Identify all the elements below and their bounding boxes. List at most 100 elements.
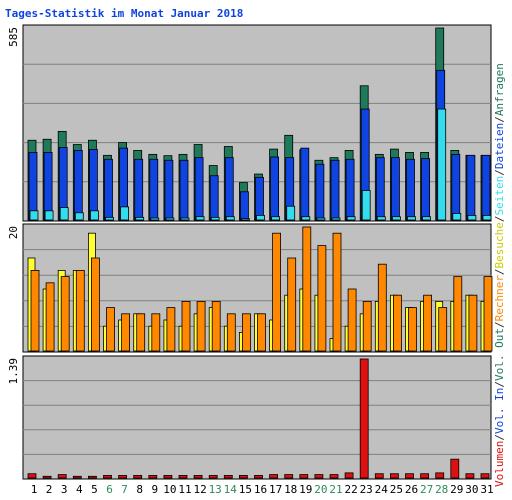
bar-seiten-18 — [286, 205, 296, 221]
bar-volumen-15 — [238, 475, 248, 479]
x-tick-label: 17 — [269, 483, 282, 496]
legend-entry: Besuche — [493, 222, 506, 268]
x-tick-label: 20 — [314, 483, 327, 496]
bar-volumen-25 — [389, 473, 399, 479]
legend-entry: / — [493, 116, 506, 123]
bar-dateien-4 — [73, 150, 83, 221]
bar-volumen-21 — [329, 474, 339, 479]
legend-entry: / — [493, 169, 506, 176]
x-tick-label: 28 — [435, 483, 448, 496]
bar-rechner-19 — [302, 226, 312, 352]
bar-dateien-17 — [270, 156, 280, 221]
bar-seiten-2 — [44, 210, 54, 221]
bar-rechner-12 — [196, 300, 206, 352]
x-tick-label: 27 — [420, 483, 433, 496]
bar-dateien-26 — [406, 158, 415, 221]
x-tick-label: 23 — [360, 483, 373, 496]
x-tick-label: 11 — [178, 483, 191, 496]
x-tick-label: 24 — [375, 483, 389, 496]
bar-dateien-20 — [315, 163, 325, 221]
bar-rechner-14 — [226, 313, 236, 352]
bar-seiten-1 — [29, 210, 39, 221]
x-tick-label: 15 — [239, 483, 252, 496]
x-tick-label: 19 — [299, 483, 312, 496]
panel-middle: 20 — [7, 223, 493, 353]
x-tick-label: 21 — [329, 483, 342, 496]
bar-volumen-9 — [148, 475, 158, 479]
bar-rechner-23 — [362, 300, 372, 352]
x-tick-label: 14 — [224, 483, 238, 496]
x-tick-label: 13 — [209, 483, 222, 496]
x-tick-label: 18 — [284, 483, 297, 496]
bar-seiten-14 — [225, 216, 235, 221]
legend-entry: Vol. In — [493, 388, 506, 434]
bar-volumen-13 — [208, 475, 218, 479]
x-tick-label: 25 — [390, 483, 403, 496]
legend-entry: Vol. Out — [493, 328, 506, 381]
bar-volumen-22 — [344, 472, 354, 479]
bar-volumen-17 — [269, 474, 279, 479]
bar-dateien-16 — [255, 176, 264, 221]
bar-seiten-7 — [120, 206, 129, 221]
bar-rechner-1 — [30, 269, 40, 352]
bar-volumen-19 — [299, 474, 309, 479]
bar-rechner-16 — [257, 313, 266, 352]
bar-rechner-15 — [241, 313, 251, 352]
bar-rechner-9 — [151, 313, 161, 352]
bar-seiten-10 — [165, 217, 175, 221]
x-tick-label: 31 — [480, 483, 493, 496]
bar-volumen-4 — [72, 475, 82, 479]
bar-seiten-16 — [256, 215, 265, 221]
x-tick-label: 1 — [31, 483, 38, 496]
bar-seiten-27 — [422, 216, 432, 221]
bar-volumen-8 — [133, 475, 143, 479]
bar-volumen-7 — [118, 475, 127, 479]
panel-bottom: 1.39 — [7, 355, 492, 480]
bar-volumen-30 — [465, 473, 475, 479]
bar-seiten-19 — [301, 216, 311, 221]
bar-seiten-9 — [150, 217, 160, 221]
bar-rechner-28 — [438, 307, 448, 352]
bar-rechner-27 — [423, 294, 433, 352]
bar-volumen-2 — [42, 475, 52, 479]
bar-volumen-14 — [223, 475, 233, 479]
bar-volumen-5 — [88, 475, 97, 479]
bar-dateien-22 — [345, 158, 355, 221]
right-legend: Volumen/Vol. In/Vol. Out/Rechner/Besuche… — [493, 63, 506, 487]
bar-rechner-26 — [408, 307, 417, 352]
bar-dateien-24 — [375, 157, 385, 221]
x-tick-label: 2 — [46, 483, 53, 496]
bar-dateien-15 — [239, 191, 249, 221]
bar-volumen-29 — [450, 458, 460, 479]
bar-rechner-8 — [136, 313, 146, 352]
bar-dateien-31 — [481, 154, 491, 221]
bar-volumen-1 — [27, 473, 37, 479]
bar-dateien-9 — [149, 158, 159, 221]
bar-seiten-4 — [74, 212, 84, 221]
bar-rechner-13 — [211, 300, 221, 352]
bar-seiten-28 — [437, 108, 447, 221]
bar-seiten-6 — [105, 216, 114, 221]
x-tick-label: 6 — [106, 483, 113, 496]
bar-dateien-30 — [466, 154, 476, 221]
bar-volumen-24 — [374, 473, 384, 479]
x-tick-label: 26 — [405, 483, 418, 496]
bar-rechner-10 — [166, 307, 176, 352]
bar-seiten-25 — [391, 216, 401, 221]
x-tick-label: 3 — [61, 483, 68, 496]
bar-rechner-24 — [377, 263, 387, 352]
legend-entry: Seiten — [493, 176, 506, 216]
x-tick-label: 16 — [254, 483, 267, 496]
x-tick-label: 10 — [163, 483, 176, 496]
x-tick-label: 5 — [91, 483, 98, 496]
chart-panels: 585 20 1.39 — [7, 24, 493, 480]
bar-dateien-11 — [179, 159, 189, 221]
legend-entry: Anfragen — [493, 63, 506, 116]
bar-rechner-7 — [121, 313, 130, 352]
bar-rechner-4 — [75, 269, 85, 352]
bar-seiten-24 — [376, 216, 386, 221]
x-tick-label: 4 — [76, 483, 83, 496]
bar-dateien-10 — [164, 159, 174, 221]
bar-volumen-10 — [163, 475, 173, 479]
